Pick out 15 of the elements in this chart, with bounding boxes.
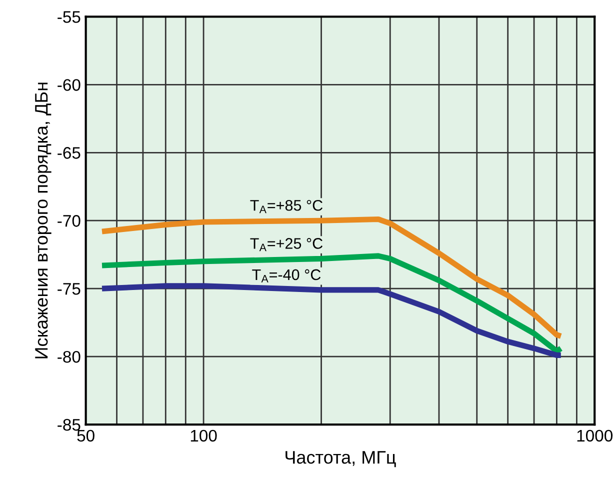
y-tick-label: -55 [58, 11, 80, 23]
x-axis-title: Частота, МГц [286, 451, 396, 468]
y-tick-label: -85 [58, 418, 80, 431]
y-axis-title: Искажения второго порядка, ДБн [35, 82, 52, 358]
y-tick-label: -70 [58, 215, 80, 227]
y-tick-label: -65 [58, 147, 80, 159]
series-label: T$_{A}$=-40 °C [252, 269, 321, 282]
y-tick-label: -80 [58, 350, 80, 363]
series-label: T$_{A}$=+85 °C [250, 200, 323, 214]
x-tick-label: 100 [190, 430, 217, 442]
y-tick-label: -75 [58, 283, 80, 295]
x-tick-label: 50 [77, 430, 94, 442]
x-tick-label: 1000 [577, 430, 612, 442]
series-label: T$_{A}$=+25 °C [250, 238, 323, 252]
y-tick-label: -60 [58, 79, 80, 91]
